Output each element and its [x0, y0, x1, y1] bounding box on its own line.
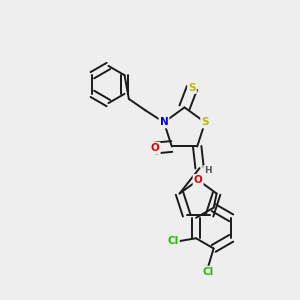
Text: S: S — [201, 117, 209, 127]
Text: O: O — [151, 143, 160, 153]
Text: Cl: Cl — [202, 267, 214, 277]
Text: H: H — [204, 166, 212, 175]
Text: Cl: Cl — [167, 236, 179, 246]
Text: N: N — [160, 117, 168, 127]
Text: S: S — [188, 83, 196, 93]
Text: O: O — [194, 175, 203, 185]
